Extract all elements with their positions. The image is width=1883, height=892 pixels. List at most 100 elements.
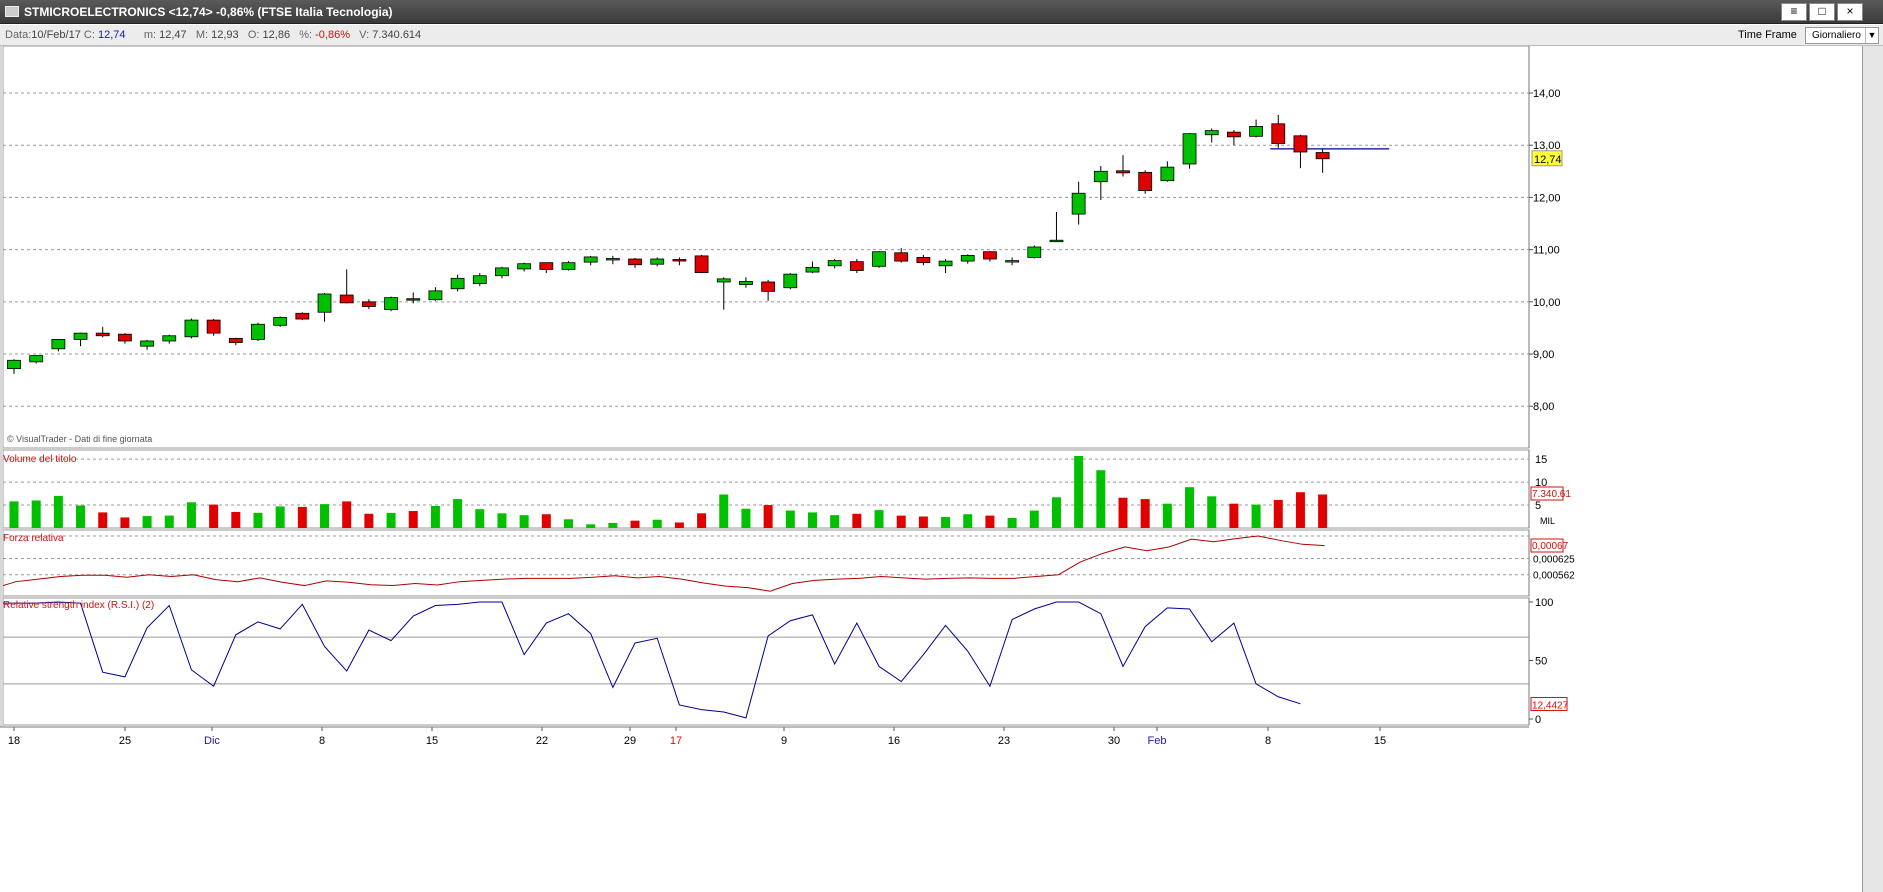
volume-bar [386,512,396,528]
timeframe-value: Giornaliero [1812,30,1861,41]
candle-up [1071,192,1086,215]
forza-tick-label: 0,000562 [1533,571,1575,582]
candle-up [650,258,665,265]
x-tick-label: 8 [1265,735,1271,747]
candle-down [118,333,132,342]
candle-up [805,266,820,273]
candle-up [251,323,265,340]
candle-up [51,339,66,350]
volume-bar [741,508,751,528]
x-tick-label: Dic [204,735,220,747]
price-tick-label: 11,00 [1533,245,1560,257]
x-tick-label: Feb [1148,735,1167,747]
last-price-badge [1531,150,1563,167]
volume-bar [630,520,640,528]
volume-bar [852,513,862,528]
volume-bar [1096,470,1106,528]
open-label: O: [247,29,260,41]
volume-value: 7.340.614 [372,29,422,41]
candle-up [827,260,842,267]
max-label: M: [195,29,209,41]
close-value: 12,74 [97,29,126,41]
rsi-tick-label: 100 [1535,597,1553,609]
window-title: STMICROELECTRONICS <12,74> -0,86% (FTSE … [24,5,393,19]
price-panel-frame [2,46,1530,449]
candle-down [1227,131,1241,138]
volume-bar [1007,517,1017,528]
volume-bar [142,516,152,528]
volume-bar [830,515,840,528]
volume-bar [941,516,951,528]
x-tick-label: 30 [1108,735,1120,747]
volume-bar [985,515,995,528]
volume-bar [98,512,108,528]
last-price-label: 12,74 [1534,154,1562,166]
volume-panel-title: Volume del titolo [3,454,77,465]
x-tick-label: 15 [426,735,438,747]
window-close-button[interactable]: × [1837,3,1863,21]
candle-down [95,332,110,337]
volume-bar [918,516,928,528]
window-maximize-button[interactable]: □ [1809,3,1835,21]
candle-up [783,273,798,289]
candle-up [317,293,332,313]
candle-up [872,251,886,267]
price-tick-label: 13,00 [1533,140,1561,152]
x-tick-label: 22 [536,735,548,747]
rsi-tick-label: 0 [1535,714,1541,726]
volume-bar [453,499,463,528]
volume-bar [275,506,285,528]
timeframe-select[interactable]: Giornaliero ▼ [1805,27,1879,44]
volume-bar [253,512,263,528]
right-scroll-strip[interactable] [1862,46,1883,892]
candle-down [849,261,864,271]
candle-down [672,259,687,262]
volume-bar [1029,510,1039,528]
volume-bar [53,495,63,528]
volume-bar [763,505,773,528]
volume-bar [541,514,551,528]
candle-down [295,312,310,320]
price-tick-label: 10,00 [1533,297,1561,309]
watermark-text: © VisualTrader - Dati di fine giornata [7,434,152,444]
candle-down [894,252,909,262]
candle-up [1249,126,1263,137]
candle-up [517,263,532,270]
x-axis-band [0,727,1862,746]
volume-bar [963,514,973,528]
volume-bar [1229,503,1239,528]
window-menu-button[interactable]: ≡ [1781,3,1807,21]
candle-down [1116,170,1130,174]
volume-bar [31,500,41,528]
volume-bar [564,519,573,528]
min-value: 12,47 [159,29,187,41]
candle-down [1315,152,1330,160]
candle-down [916,257,931,264]
volume-tick-label: 10 [1535,477,1547,489]
price-tick-label: 12,00 [1533,192,1561,204]
candle-down [228,337,243,343]
volume-bar [320,504,330,528]
chevron-down-icon[interactable]: ▼ [1865,28,1878,43]
candle-up [1093,170,1108,183]
volume-bar [874,510,884,528]
candle-up [1027,246,1042,258]
volume-tick-label: 15 [1535,454,1547,466]
volume-bar [519,515,529,528]
volume-label: V: [359,29,370,41]
volume-bar [120,517,130,528]
chart-area[interactable]: 8,00 9,00 10,00 11,00 12,00 13,00 14,00 12,74 © … [0,46,1862,892]
volume-bar [1162,503,1172,528]
volume-bar [430,505,440,528]
candle-up [1204,130,1219,136]
candle-up [384,297,398,311]
pct-label: %: [299,29,313,41]
candle-up [162,335,177,342]
candle-up [184,319,199,338]
volume-bar [1118,497,1128,528]
volume-bar [652,519,662,528]
x-tick-label: 15 [1374,735,1386,747]
volume-bar [719,494,729,528]
x-tick-label: 23 [998,735,1010,747]
x-tick-label: 18 [8,735,20,747]
